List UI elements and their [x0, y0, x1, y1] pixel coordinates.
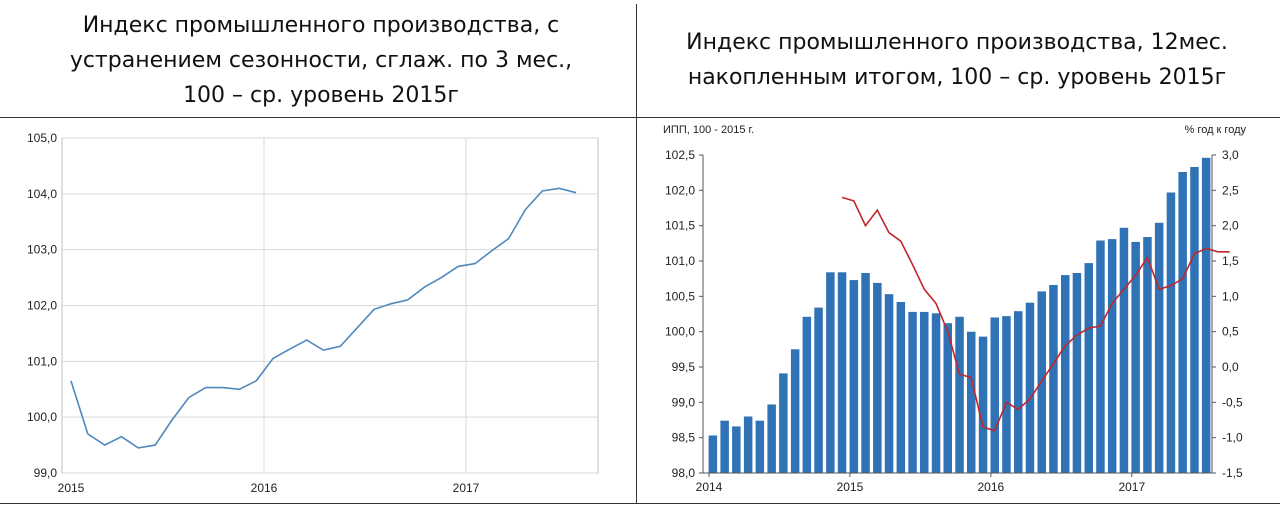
right-chart-right-tick-label: -1,5 [1222, 466, 1243, 480]
right-chart-bar [1014, 311, 1023, 473]
right-chart-right-tick-label: 0,5 [1222, 325, 1239, 339]
right-chart-bar [896, 302, 906, 473]
right-chart-left-tick-label: 98,0 [672, 466, 696, 480]
right-chart-bar [779, 373, 788, 473]
right-chart-bar [743, 416, 753, 473]
right-chart-bar [1096, 240, 1105, 473]
right-chart-bar [873, 282, 882, 473]
right-chart-bar [802, 316, 812, 473]
right-chart-left-tick-label: 99,5 [672, 360, 696, 374]
right-chart-bar [1049, 285, 1058, 473]
header-divider [0, 117, 1280, 118]
right-chart-left-tick-label: 98,5 [672, 431, 696, 445]
right-chart-bar [826, 272, 835, 473]
right-chart-bar [1072, 273, 1082, 473]
right-chart-right-tick-label: 2,0 [1222, 219, 1239, 233]
right-chart-bar [732, 426, 741, 473]
right-chart-bar [1002, 316, 1011, 473]
right-chart-bar [967, 331, 976, 473]
right-chart-left-tick-label: 100,5 [665, 289, 695, 303]
right-chart-bar [1061, 275, 1070, 473]
left-header-line-2: устранением сезонности, сглаж. по 3 мес.… [69, 47, 573, 73]
right-chart-left-tick-label: 99,0 [672, 395, 696, 409]
right-chart-x-tick-label: 2016 [978, 480, 1005, 494]
right-chart-x-tick-label: 2014 [696, 480, 723, 494]
right-chart-left-tick-label: 101,0 [665, 254, 695, 268]
right-chart-bar [755, 420, 765, 473]
right-chart-left-tick-label: 102,5 [665, 148, 695, 162]
right-chart-bar [1154, 222, 1164, 473]
right-chart-right-axis-title: % год к году [1185, 124, 1247, 136]
right-chart-bar [908, 311, 917, 473]
right-chart-growth-line [841, 196, 1230, 432]
left-y-tick-label: 105,0 [27, 131, 57, 145]
left-chart-header: Индекс промышленного производства, с уст… [8, 4, 634, 116]
right-chart-bar [720, 420, 729, 473]
right-chart-bar [837, 272, 847, 473]
right-chart-bar [931, 313, 941, 473]
right-chart-bar [955, 316, 964, 473]
bottom-border [0, 503, 1280, 504]
right-chart-left-axis-title: ИПП, 100 - 2015 г. [663, 124, 754, 136]
right-chart-left-tick-label: 102,0 [665, 183, 695, 197]
right-chart-right-tick-label: -0,5 [1222, 395, 1243, 409]
right-chart-bar [767, 404, 776, 473]
right-header-line-2: накопленным итогом, 100 – ср. уровень 20… [687, 65, 1227, 90]
right-chart-bar [861, 273, 870, 473]
right-chart-right-tick-label: 2,5 [1222, 183, 1239, 197]
right-chart-x-tick-label: 2017 [1118, 480, 1145, 494]
right-chart-bar [708, 435, 718, 473]
right-header-line-1: Индекс промышленного производства, 12мес… [686, 30, 1228, 55]
left-x-tick-label: 2016 [251, 481, 278, 495]
column-divider [636, 4, 637, 503]
right-chart-left-tick-label: 101,5 [665, 219, 695, 233]
right-chart-right-tick-label: -1,0 [1222, 431, 1243, 445]
left-y-tick-label: 102,0 [27, 299, 57, 313]
right-chart-bar [990, 317, 999, 473]
right-chart-bar [1143, 237, 1152, 473]
left-y-tick-label: 101,0 [27, 354, 57, 368]
right-chart-bar [884, 294, 894, 473]
right-chart-bar [1166, 192, 1176, 473]
right-chart-bar [1107, 239, 1117, 473]
left-header-line-3: 100 – ср. уровень 2015г [183, 82, 459, 108]
right-chart-bar [943, 323, 952, 473]
right-chart-bar [1178, 172, 1187, 473]
right-chart-bar [790, 349, 800, 473]
right-chart-bar [978, 336, 988, 473]
right-chart-right-tick-label: 0,0 [1222, 360, 1239, 374]
left-x-tick-label: 2015 [58, 481, 85, 495]
right-chart-bar [1025, 302, 1035, 473]
left-y-tick-label: 100,0 [27, 410, 57, 424]
right-chart-bar [814, 307, 823, 473]
left-x-tick-label: 2017 [453, 481, 480, 495]
right-chart-bar [1201, 157, 1211, 474]
right-chart-bar [1131, 241, 1140, 473]
right-chart-header: Индекс промышленного производства, 12мес… [638, 4, 1276, 116]
left-header-line-1: Индекс промышленного производства, с [82, 12, 560, 38]
left-y-tick-label: 103,0 [27, 243, 57, 257]
right-chart-left-tick-label: 100,0 [665, 325, 695, 339]
left-y-tick-label: 104,0 [27, 187, 57, 201]
right-chart-right-tick-label: 1,5 [1222, 254, 1239, 268]
right-chart-bar [920, 311, 929, 473]
right-chart-right-tick-label: 3,0 [1222, 148, 1239, 162]
right-chart-bar [1084, 263, 1093, 473]
left-series-line [70, 187, 577, 449]
right-chart-right-tick-label: 1,0 [1222, 289, 1239, 303]
right-chart-bar [849, 280, 859, 473]
right-chart-x-tick-label: 2015 [837, 480, 864, 494]
right-chart-bar [1190, 167, 1199, 473]
right-chart-bar [1119, 227, 1129, 473]
left-y-tick-label: 99,0 [34, 466, 58, 480]
